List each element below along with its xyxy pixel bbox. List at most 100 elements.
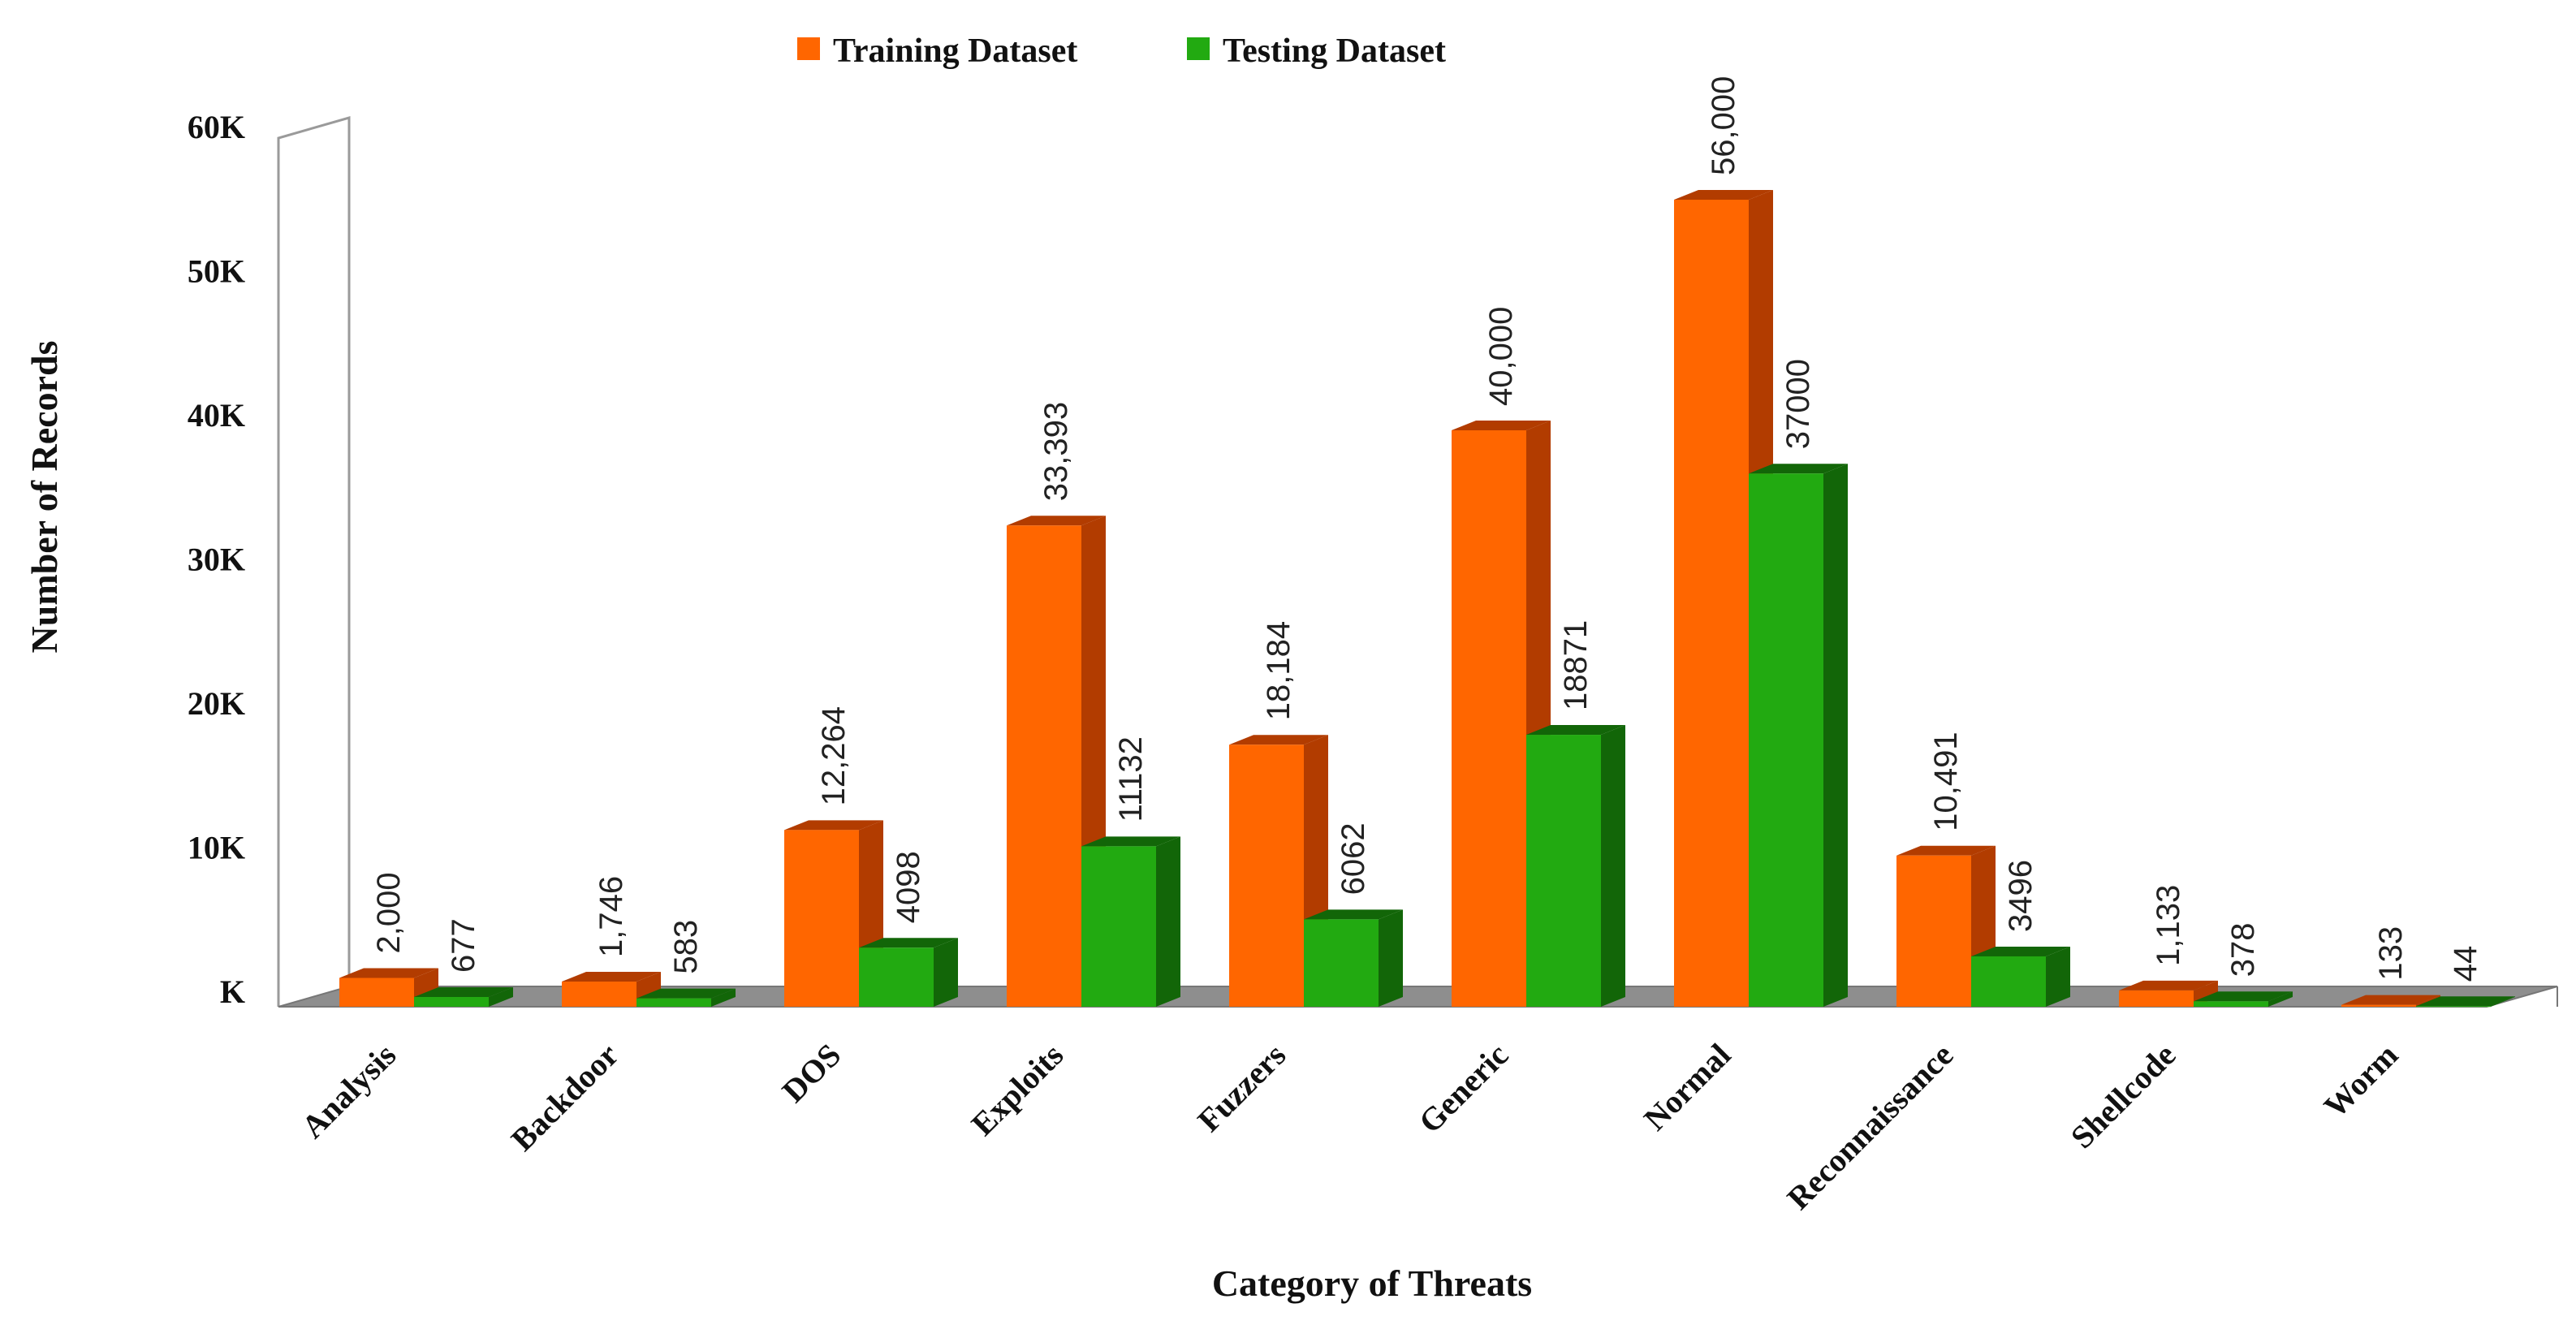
bar-testing-worm-top: [2416, 996, 2515, 1007]
bar-training-dos-top: [784, 820, 883, 831]
bar-testing-analysis-front: [414, 996, 489, 1007]
x-tick-label-fuzzers: Fuzzers: [1190, 1037, 1292, 1139]
bar-testing-analysis: [414, 986, 513, 1007]
bar-training-generic-front: [1452, 430, 1526, 1007]
bar-training-fuzzers-front: [1229, 745, 1304, 1007]
data-label-testing-backdoor: 583: [668, 920, 704, 974]
data-label-testing-dos: 4098: [891, 851, 926, 923]
bar-testing-normal-front: [1749, 473, 1823, 1007]
bar-testing-dos-top: [859, 938, 958, 948]
y-tick-label-2: 20K: [188, 685, 245, 722]
bar-testing-exploits-front: [1081, 846, 1156, 1007]
bar-testing-reconnaissance-front: [1971, 956, 2046, 1007]
y-tick-label-3: 30K: [188, 542, 245, 578]
data-label-testing-generic: 18871: [1558, 620, 1594, 710]
bar-testing-shellcode-side: [2268, 991, 2293, 1007]
data-label-training-exploits: 33,393: [1038, 402, 1074, 501]
bar-training-worm-top: [2341, 995, 2440, 1005]
bar-training-exploits-front: [1007, 525, 1081, 1007]
chart-back-wall: [277, 116, 351, 1007]
bar-testing-generic-side: [1601, 725, 1625, 1007]
bar-testing-dos: [859, 938, 958, 1007]
x-tick-label-normal: Normal: [1637, 1037, 1738, 1138]
bar-training-backdoor-front: [562, 982, 636, 1007]
legend-label-training: Training Dataset: [833, 32, 1077, 70]
bar-training-reconnaissance-top: [1896, 845, 1996, 856]
bar-training-normal-front: [1674, 200, 1749, 1007]
bar-testing-exploits-side: [1156, 836, 1180, 1007]
y-tick-label-4: 40K: [188, 397, 245, 434]
x-tick-label-reconnaissance: Reconnaissance: [1780, 1037, 1960, 1217]
bar-testing-generic-top: [1526, 725, 1625, 736]
data-label-training-normal: 56,000: [1706, 76, 1741, 175]
y-axis-ticks: K 10K 20K 30K 40K 50K 60K: [188, 109, 245, 1010]
bars: [339, 190, 2515, 1008]
data-label-training-fuzzers: 18,184: [1261, 621, 1297, 720]
bar-training-exploits-top: [1007, 516, 1106, 526]
x-axis-title: Category of Threats: [1212, 1262, 1532, 1304]
data-label-testing-analysis: 677: [446, 918, 481, 973]
data-label-testing-fuzzers: 6062: [1335, 822, 1371, 895]
bar-testing-dos-side: [934, 938, 958, 1007]
x-tick-label-shellcode: Shellcode: [2064, 1037, 2183, 1156]
x-tick-label-worm: Worm: [2317, 1037, 2406, 1125]
bar-testing-normal-side: [1823, 464, 1848, 1007]
bar-testing-fuzzers-front: [1304, 919, 1379, 1007]
bar-testing-backdoor-side: [711, 988, 736, 1007]
bar-testing-worm-front: [2416, 1006, 2491, 1008]
data-label-training-analysis: 2,000: [371, 872, 407, 953]
data-label-testing-exploits: 11132: [1113, 736, 1149, 822]
bar-testing-analysis-top: [414, 986, 513, 997]
bar-testing-shellcode-front: [2194, 1001, 2268, 1007]
bar-training-analysis-front: [339, 978, 414, 1007]
bar-testing-fuzzers-side: [1379, 909, 1403, 1007]
bar-testing-normal: [1749, 464, 1848, 1007]
x-axis-ticks: Analysis Backdoor DOS Exploits Fuzzers Generi…: [294, 1037, 2405, 1217]
bar-testing-reconnaissance-side: [2046, 946, 2070, 1007]
bar-testing-backdoor: [636, 988, 736, 1007]
bar-training-shellcode-top: [2119, 980, 2218, 991]
bar-testing-analysis-side: [489, 986, 513, 1007]
x-tick-label-exploits: Exploits: [964, 1037, 1071, 1143]
data-label-training-generic: 40,000: [1483, 307, 1519, 406]
data-label-testing-normal: 37000: [1780, 359, 1816, 449]
bar-training-backdoor-top: [562, 972, 661, 982]
data-label-testing-shellcode: 378: [2225, 923, 2261, 978]
data-label-testing-worm: 44: [2448, 946, 2483, 982]
x-tick-label-analysis: Analysis: [294, 1037, 403, 1146]
x-tick-label-dos: DOS: [775, 1037, 848, 1110]
bar-training-normal-top: [1674, 190, 1773, 200]
data-label-training-reconnaissance: 10,491: [1928, 732, 1964, 831]
bar-testing-reconnaissance: [1971, 946, 2070, 1007]
bar-training-shellcode-front: [2119, 990, 2194, 1007]
bar-training-reconnaissance-front: [1896, 855, 1971, 1007]
legend-swatch-training: [797, 37, 820, 60]
bar-training-fuzzers-top: [1229, 735, 1328, 745]
bar-testing-shellcode-top: [2194, 991, 2293, 1002]
bar-testing-normal-top: [1749, 464, 1848, 474]
bar-testing-reconnaissance-top: [1971, 946, 2070, 956]
x-tick-label-backdoor: Backdoor: [504, 1037, 626, 1159]
bar-training-normal: [1674, 190, 1773, 1007]
data-label-training-backdoor: 1,746: [593, 876, 629, 957]
data-label-training-shellcode: 1,133: [2151, 885, 2186, 966]
data-label-testing-reconnaissance: 3496: [2003, 860, 2039, 932]
legend-label-testing: Testing Dataset: [1223, 32, 1446, 70]
bar-testing-worm: [2416, 996, 2515, 1008]
bar-training-dos-front: [784, 830, 859, 1007]
bar-testing-fuzzers: [1304, 909, 1403, 1007]
y-axis-title: Number of Records: [24, 341, 65, 654]
bar-training-generic-top: [1452, 421, 1551, 430]
bar-testing-backdoor-top: [636, 988, 736, 999]
bar-testing-backdoor-front: [636, 998, 711, 1007]
bar-testing-generic-front: [1526, 735, 1601, 1007]
data-labels: 2,000 677 1,746 583 12,264 4098 33,393 11132 18,…: [371, 76, 2483, 982]
x-tick-label-generic: Generic: [1412, 1037, 1516, 1141]
y-tick-label-1: 10K: [188, 830, 245, 866]
legend-swatch-testing: [1187, 37, 1210, 60]
data-label-training-dos: 12,264: [816, 706, 852, 805]
bar-training-analysis-top: [339, 968, 438, 978]
bar-testing-dos-front: [859, 947, 934, 1007]
bar-testing-shellcode: [2194, 991, 2293, 1007]
